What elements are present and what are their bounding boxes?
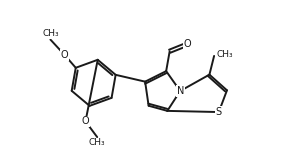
Text: O: O	[61, 50, 68, 60]
Text: CH₃: CH₃	[42, 29, 59, 38]
Text: S: S	[216, 107, 222, 117]
Text: O: O	[183, 39, 191, 49]
Text: N: N	[177, 86, 184, 96]
Text: O: O	[82, 116, 89, 126]
Text: CH₃: CH₃	[89, 138, 106, 147]
Text: CH₃: CH₃	[216, 50, 233, 59]
